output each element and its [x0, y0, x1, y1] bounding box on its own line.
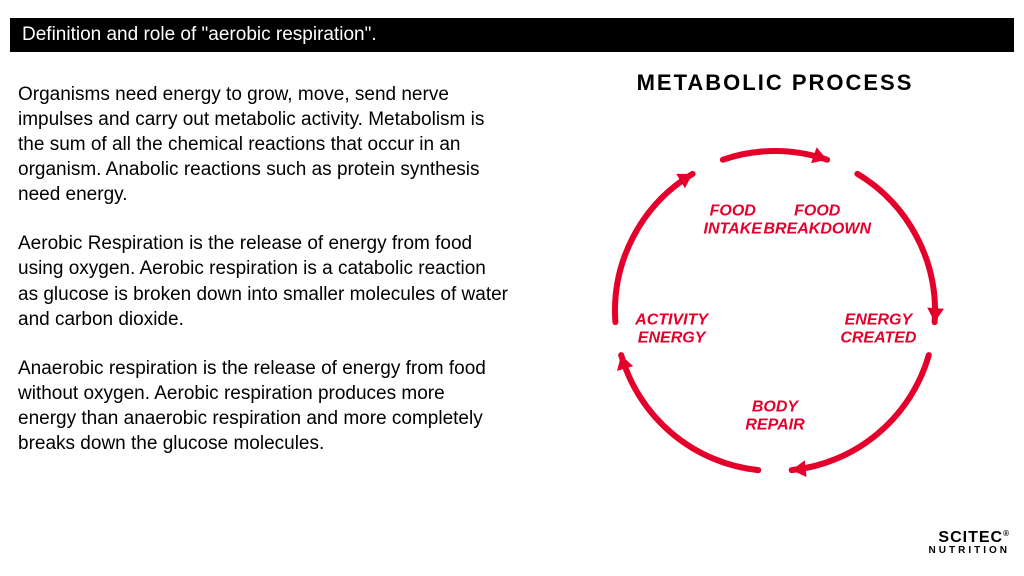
paragraph-1: Organisms need energy to grow, move, sen…	[18, 82, 508, 207]
cycle-svg	[575, 106, 975, 506]
brand-logo: SCITEC® NUTRITION	[929, 529, 1010, 556]
header-bar: Definition and role of "aerobic respirat…	[10, 18, 1014, 52]
body-text: Organisms need energy to grow, move, sen…	[18, 82, 508, 480]
brand-line2: NUTRITION	[929, 545, 1010, 556]
brand-line1: SCITEC	[938, 529, 1003, 546]
paragraph-3: Anaerobic respiration is the release of …	[18, 356, 508, 456]
diagram-title: METABOLIC PROCESS	[540, 70, 1010, 96]
paragraph-2: Aerobic Respiration is the release of en…	[18, 231, 508, 331]
cycle-node-label: ACTIVITYENERGY	[612, 312, 732, 347]
header-title: Definition and role of "aerobic respirat…	[22, 24, 377, 46]
cycle-node-label: ENERGYCREATED	[818, 312, 938, 347]
cycle-ring: FOODINTAKEFOODBREAKDOWNENERGYCREATEDBODY…	[575, 106, 975, 506]
cycle-node-label: BODYREPAIR	[715, 398, 835, 433]
cycle-node-label: FOODBREAKDOWN	[757, 203, 877, 238]
metabolic-diagram: METABOLIC PROCESS FOODINTAKEFOODBREAKDOW…	[540, 70, 1010, 540]
